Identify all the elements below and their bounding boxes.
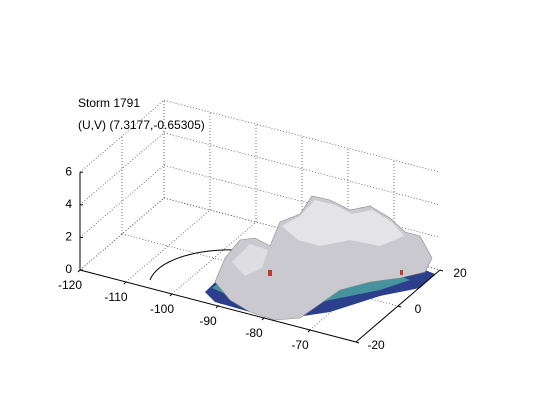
y-tick [397,305,402,308]
y-tick-label: 0 [415,302,422,316]
chart-subtitle: (U,V) (7.3177,-0.65305) [78,118,205,132]
marker [268,270,272,276]
x-tick-label: -100 [150,302,174,316]
z-tick-label: 6 [65,164,72,178]
grid-line [79,197,165,271]
grid-line [79,132,165,206]
x-tick [261,317,265,321]
x-tick [169,293,173,297]
x-tick-label: -70 [291,338,309,352]
x-tick-label: -110 [104,290,127,304]
grid-line [79,165,165,238]
x-tick-label: -90 [199,314,217,328]
axes: -120 -110 -100 -90 -80 -70 -20 0 20 0 2 4 6 [58,164,467,352]
x-tick-label: -80 [245,326,263,340]
grid-line [171,221,257,295]
isosurface-highlight [282,200,404,246]
grid-line [125,209,211,283]
marker [400,270,403,275]
surface [149,195,435,321]
z-tick-label: 0 [65,262,72,276]
z-tick-label: 2 [65,230,72,244]
y-tick-label: 20 [453,266,467,280]
grid-line [309,257,395,331]
x-tick [307,329,311,333]
x-tick [123,281,127,285]
y-tick [355,341,360,344]
x-tick-label: -120 [58,278,82,292]
isosurface-highlight [232,244,268,276]
y-tick [439,269,444,272]
x-tick [77,269,81,273]
grid-line [163,99,441,173]
grid-line [163,132,441,206]
grid-line [79,99,165,173]
chart-title: Storm 1791 [78,96,140,110]
z-tick-label: 4 [65,197,72,211]
y-tick-label: -20 [367,338,385,352]
x-tick [215,305,219,309]
